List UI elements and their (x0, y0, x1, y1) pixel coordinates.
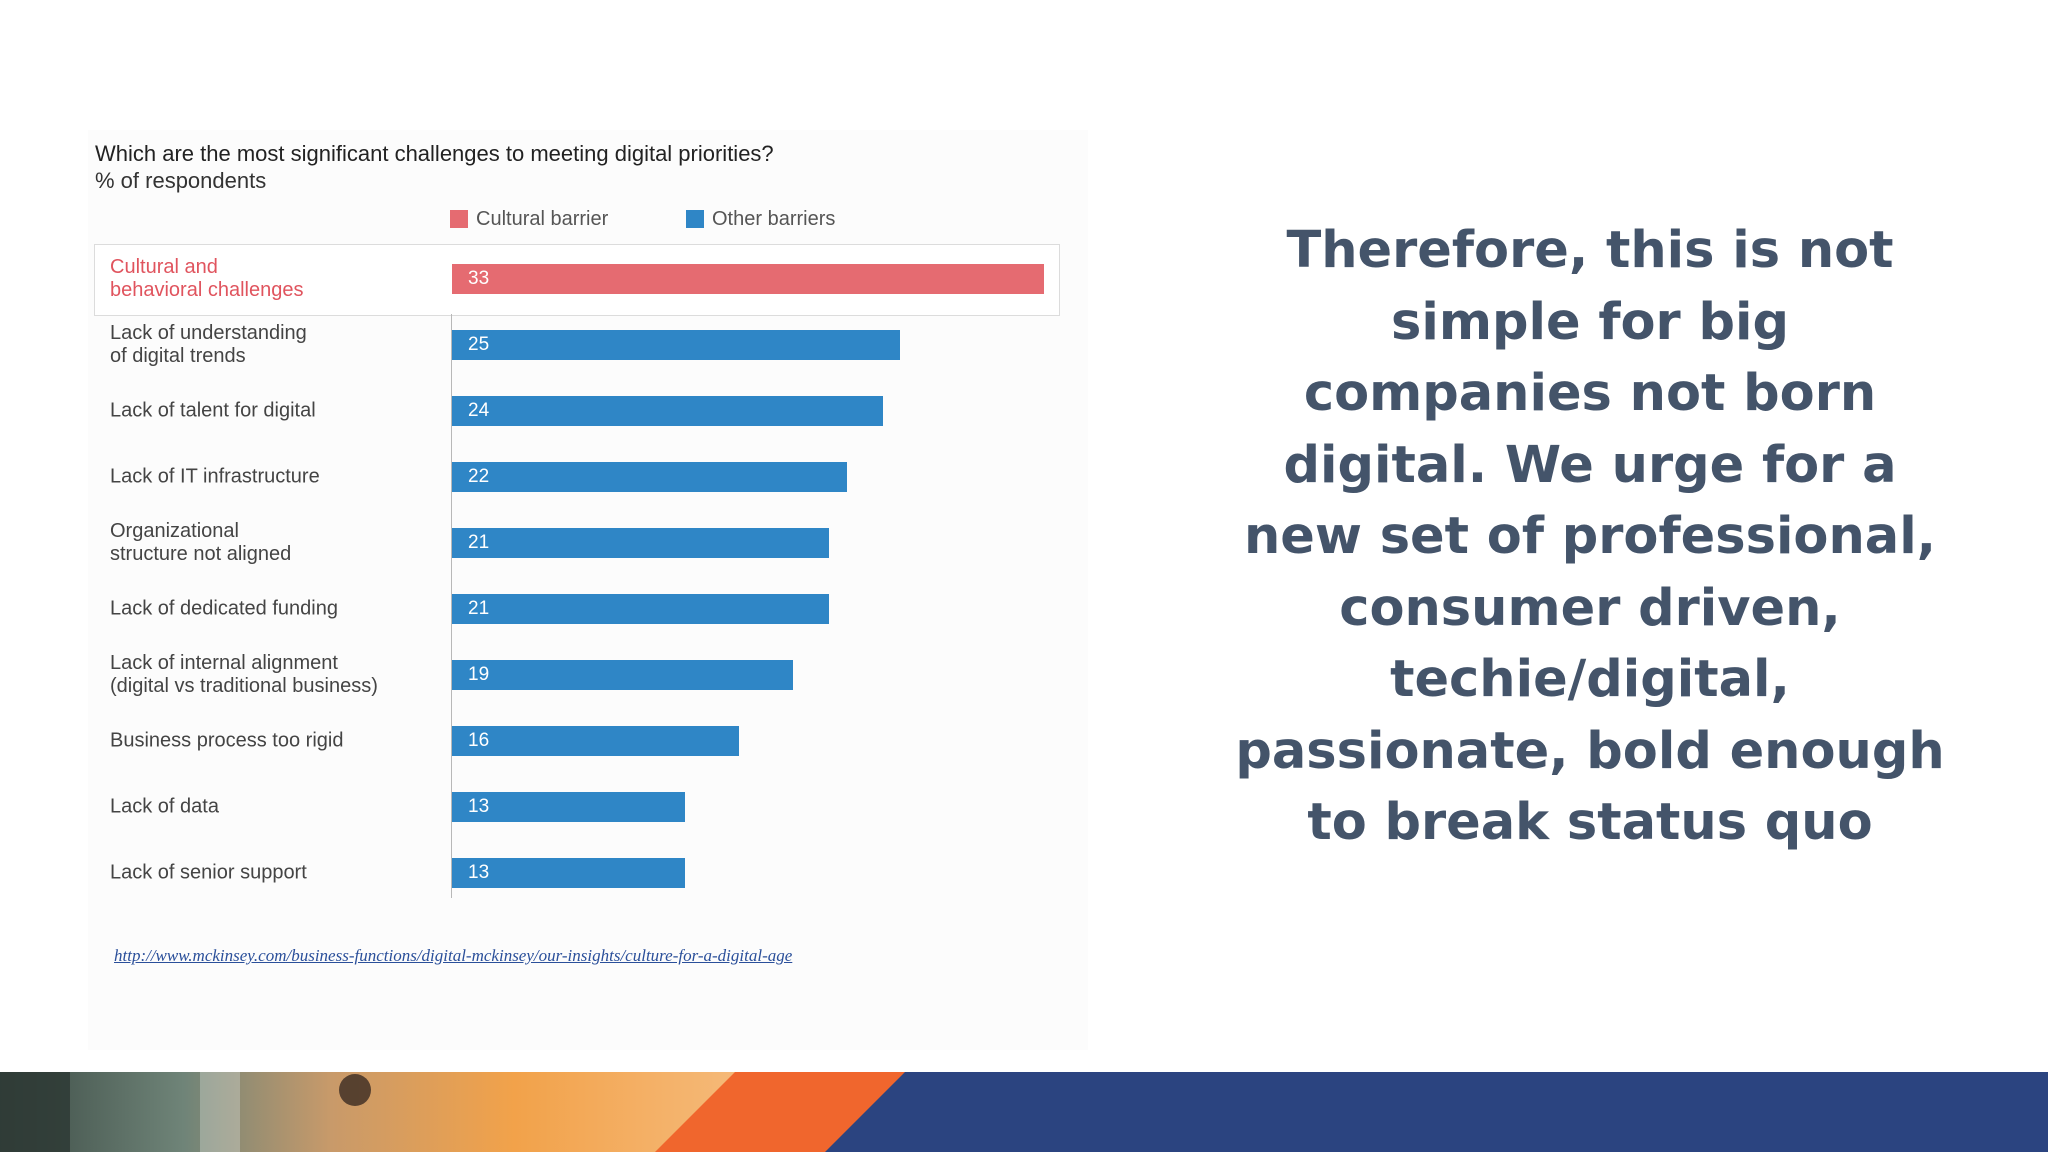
legend-swatch-other (686, 210, 704, 228)
category-label: Lack of talent for digital (110, 399, 316, 422)
footer-banner (0, 1072, 2048, 1152)
bar: 21 (452, 594, 829, 624)
chart-baseline (451, 314, 452, 898)
bar: 21 (452, 528, 829, 558)
legend-label-other: Other barriers (712, 207, 836, 230)
bar-value-label: 33 (468, 268, 490, 289)
footer-photo (0, 1072, 735, 1152)
category-label: Organizational structure not aligned (110, 520, 292, 565)
category-label: Business process too rigid (110, 729, 344, 752)
bar: 22 (452, 462, 847, 492)
bar: 24 (452, 396, 883, 426)
chart-subtitle: % of respondents (95, 168, 267, 193)
bar: 33 (452, 264, 1044, 294)
legend-item-other: Other barriers (686, 206, 835, 232)
bar: 25 (452, 330, 901, 360)
bar-value-label: 24 (468, 400, 490, 421)
bar-value-label: 21 (468, 532, 490, 553)
bar-value-label: 13 (468, 796, 490, 817)
category-label: Cultural and behavioral challenges (110, 256, 304, 301)
bar-value-label: 22 (468, 466, 490, 487)
footer-photo-dark-edge (0, 1072, 70, 1152)
category-label: Lack of understanding of digital trends (110, 322, 307, 367)
bar: 19 (452, 660, 793, 690)
legend-item-cultural: Cultural barrier (450, 206, 608, 232)
category-label: Lack of senior support (110, 861, 307, 884)
chart-title: Which are the most significant challenge… (95, 141, 774, 166)
slide-message: Therefore, this is not simple for big co… (1235, 221, 1945, 852)
category-label: Lack of data (110, 795, 219, 818)
legend-label-cultural: Cultural barrier (476, 207, 609, 230)
bar-value-label: 13 (468, 862, 490, 883)
footer-photo-highlight (200, 1072, 240, 1152)
category-label: Lack of internal alignment (digital vs t… (110, 652, 378, 697)
category-label: Lack of IT infrastructure (110, 465, 320, 488)
footer-graphic (0, 1072, 2048, 1152)
category-label: Lack of dedicated funding (110, 597, 338, 620)
bar-value-label: 25 (468, 334, 490, 355)
footer-photo-figure (339, 1074, 371, 1106)
bar-value-label: 19 (468, 664, 490, 685)
bar-value-label: 16 (468, 730, 490, 751)
source-link[interactable]: http://www.mckinsey.com/business-functio… (114, 946, 793, 965)
bar: 13 (452, 792, 686, 822)
bar: 13 (452, 858, 686, 888)
legend-swatch-cultural (450, 210, 468, 228)
bar-value-label: 21 (468, 598, 490, 619)
bar: 16 (452, 726, 740, 756)
